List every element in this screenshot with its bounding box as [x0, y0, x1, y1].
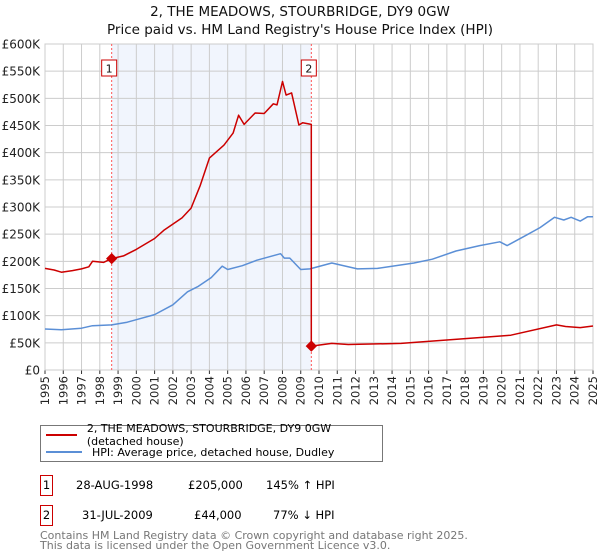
- x-tick-label: 2015: [403, 376, 417, 405]
- x-tick-label: 2025: [586, 376, 600, 405]
- x-tick-label: 1997: [75, 376, 89, 405]
- x-tick-label: 1996: [56, 376, 70, 405]
- x-tick-label: 2018: [458, 376, 472, 405]
- x-tick-label: 2000: [129, 376, 143, 405]
- y-tick-label: £50K: [9, 336, 41, 350]
- legend-swatch-blue: [46, 451, 82, 453]
- x-tick-label: 2005: [221, 376, 235, 405]
- x-tick-label: 2002: [166, 376, 180, 405]
- hpi-line: [44, 216, 593, 331]
- legend-item-property: 2, THE MEADOWS, STOURBRIDGE, DY9 0GW (de…: [46, 422, 382, 448]
- x-tick-label: 1998: [93, 376, 107, 405]
- y-tick-label: £600K: [2, 38, 42, 52]
- x-tick-label: 2013: [367, 376, 381, 405]
- x-tick-label: 2020: [495, 376, 509, 405]
- legend-item-hpi: HPI: Average price, detached house, Dudl…: [46, 444, 334, 460]
- sale-date: 31-JUL-2009: [82, 508, 153, 522]
- chart-legend: 2, THE MEADOWS, STOURBRIDGE, DY9 0GW (de…: [40, 422, 383, 462]
- sale-number-box: [300, 59, 317, 77]
- x-tick-label: 2007: [257, 376, 271, 405]
- sale-date: 28-AUG-1998: [76, 478, 154, 492]
- x-tick-label: 2017: [440, 376, 454, 405]
- x-tick-label: 2023: [549, 376, 563, 405]
- y-tick-label: £400K: [2, 146, 42, 160]
- x-tick-label: 2011: [330, 376, 344, 405]
- chart-title: 2, THE MEADOWS, STOURBRIDGE, DY9 0GW Pri…: [0, 3, 600, 39]
- x-tick-label: 2024: [568, 376, 582, 405]
- title-line-2: Price paid vs. HM Land Registry's House …: [107, 22, 493, 38]
- y-tick-label: £500K: [2, 92, 42, 106]
- x-tick-label: 2022: [531, 376, 545, 405]
- x-tick-label: 1999: [111, 376, 125, 405]
- sale-point-marker: [305, 340, 317, 352]
- footer: Contains HM Land Registry data © Crown c…: [40, 529, 468, 552]
- footer-line-1: Contains HM Land Registry data © Crown c…: [40, 529, 468, 542]
- x-tick-label: 2004: [202, 376, 216, 405]
- property-price-line: [44, 80, 594, 347]
- x-tick-label: 2001: [148, 376, 162, 405]
- sale-number-label: 2: [305, 63, 312, 76]
- y-tick-label: £550K: [2, 65, 42, 79]
- sale-hpi-change: 145% ↑ HPI: [266, 478, 335, 492]
- x-tick-label: 2012: [349, 376, 363, 405]
- x-tick-label: 2008: [275, 376, 289, 405]
- legend-label: HPI: Average price, detached house, Dudl…: [92, 445, 335, 459]
- x-tick-label: 2006: [239, 376, 253, 405]
- y-tick-label: £350K: [2, 173, 42, 187]
- legend-label: 2, THE MEADOWS, STOURBRIDGE, DY9 0GW (de…: [86, 422, 332, 448]
- x-tick-label: 2014: [385, 376, 399, 405]
- sale-number-box: [101, 59, 118, 77]
- y-tick-label: £100K: [2, 309, 42, 323]
- legend-swatch-red: [46, 434, 77, 436]
- y-tick-label: £150K: [2, 282, 42, 296]
- x-tick-label: 1995: [38, 376, 52, 405]
- sale-price: £205,000: [188, 478, 243, 492]
- y-tick-label: £450K: [2, 119, 42, 133]
- x-tick-label: 2003: [184, 376, 198, 405]
- price-chart: 1995 1996 1997 1998 1999 2000 2001 2002 2003 2004…: [2, 38, 600, 406]
- title-line-1: 2, THE MEADOWS, STOURBRIDGE, DY9 0GW: [150, 4, 450, 20]
- sale-price: £44,000: [194, 508, 242, 522]
- x-tick-label: 2019: [476, 376, 490, 405]
- x-tick-label: 2010: [312, 376, 326, 405]
- y-tick-label: £300K: [2, 201, 42, 215]
- plot-frame: [44, 43, 594, 371]
- y-tick-label: £200K: [2, 255, 42, 269]
- x-tick-label: 2016: [422, 376, 436, 405]
- sale-hpi-change: 77% ↓ HPI: [273, 508, 335, 522]
- sale-marker-badge: 1: [40, 475, 53, 496]
- y-tick-label: £0: [25, 364, 40, 378]
- footer-line-2: This data is licensed under the Open Gov…: [40, 539, 391, 552]
- sale-marker-badge: 2: [40, 505, 53, 526]
- sale-number-label: 1: [106, 63, 113, 76]
- x-tick-label: 2021: [513, 376, 527, 405]
- y-tick-label: £250K: [2, 228, 42, 242]
- x-tick-label: 2009: [294, 376, 308, 405]
